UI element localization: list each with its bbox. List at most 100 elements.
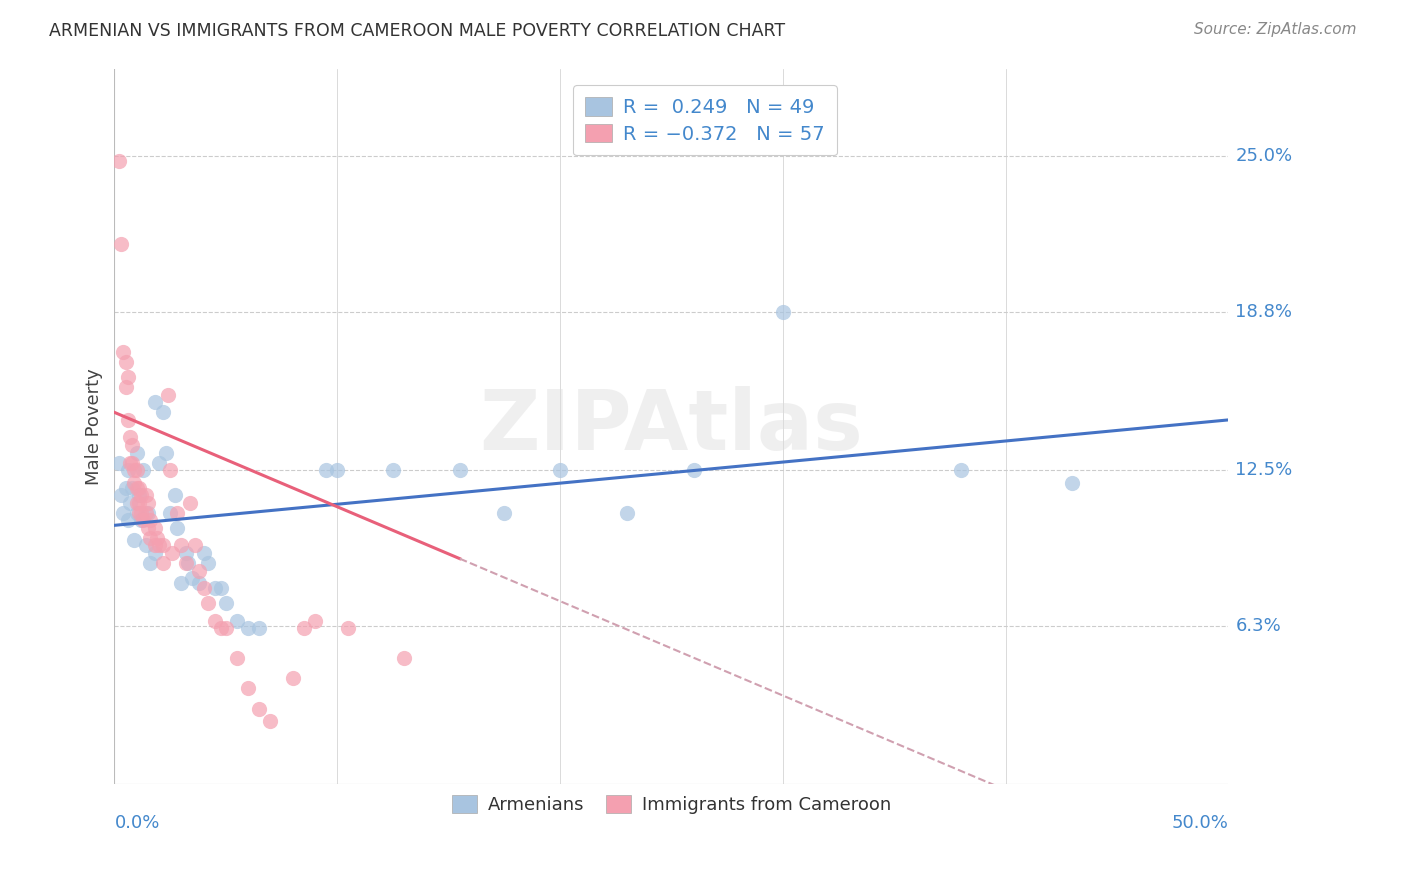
Point — [143, 546, 166, 560]
Point — [112, 345, 135, 359]
Point — [315, 463, 337, 477]
Point — [181, 571, 204, 585]
Point — [247, 701, 270, 715]
Point — [110, 237, 132, 252]
Point — [188, 564, 211, 578]
Point — [682, 463, 704, 477]
Point — [156, 388, 179, 402]
Point — [129, 488, 152, 502]
Point — [197, 596, 219, 610]
Point — [108, 456, 131, 470]
Point — [143, 521, 166, 535]
Point — [159, 506, 181, 520]
Point — [125, 445, 148, 459]
Point — [139, 556, 162, 570]
Point — [108, 154, 131, 169]
Text: 12.5%: 12.5% — [1236, 461, 1292, 479]
Point — [121, 481, 143, 495]
Point — [125, 481, 148, 495]
Point — [204, 581, 226, 595]
Point — [152, 538, 174, 552]
Point — [128, 488, 150, 502]
Point — [236, 681, 259, 696]
Point — [136, 496, 159, 510]
Point — [124, 463, 146, 477]
Point — [226, 651, 249, 665]
Point — [162, 546, 184, 560]
Point — [494, 506, 516, 520]
Point — [114, 481, 136, 495]
Text: 6.3%: 6.3% — [1236, 616, 1281, 635]
Point — [136, 506, 159, 520]
Point — [114, 355, 136, 369]
Point — [950, 463, 973, 477]
Point — [135, 488, 157, 502]
Point — [128, 496, 150, 510]
Point — [381, 463, 404, 477]
Point — [337, 621, 360, 635]
Point — [139, 531, 162, 545]
Point — [124, 475, 146, 490]
Point — [166, 506, 188, 520]
Point — [125, 463, 148, 477]
Point — [121, 438, 143, 452]
Point — [174, 556, 197, 570]
Point — [247, 621, 270, 635]
Point — [121, 456, 143, 470]
Point — [128, 481, 150, 495]
Point — [392, 651, 415, 665]
Point — [145, 531, 167, 545]
Point — [170, 538, 193, 552]
Point — [117, 413, 139, 427]
Point — [326, 463, 349, 477]
Point — [155, 445, 177, 459]
Point — [204, 614, 226, 628]
Text: 18.8%: 18.8% — [1236, 303, 1292, 321]
Legend: Armenians, Immigrants from Cameroon: Armenians, Immigrants from Cameroon — [440, 784, 903, 825]
Point — [304, 614, 326, 628]
Point — [209, 581, 232, 595]
Point — [118, 456, 141, 470]
Point — [226, 614, 249, 628]
Point — [132, 463, 155, 477]
Point — [281, 672, 304, 686]
Text: ZIPAtlas: ZIPAtlas — [479, 385, 863, 467]
Point — [548, 463, 571, 477]
Point — [110, 488, 132, 502]
Text: 0.0%: 0.0% — [114, 814, 160, 832]
Point — [128, 506, 150, 520]
Point — [209, 621, 232, 635]
Point — [193, 546, 215, 560]
Y-axis label: Male Poverty: Male Poverty — [86, 368, 103, 484]
Point — [129, 506, 152, 520]
Point — [148, 538, 170, 552]
Point — [114, 380, 136, 394]
Point — [179, 496, 201, 510]
Point — [193, 581, 215, 595]
Point — [129, 513, 152, 527]
Point — [292, 621, 315, 635]
Point — [616, 506, 638, 520]
Text: Source: ZipAtlas.com: Source: ZipAtlas.com — [1194, 22, 1357, 37]
Point — [183, 538, 205, 552]
Point — [152, 405, 174, 419]
Point — [159, 463, 181, 477]
Point — [125, 506, 148, 520]
Point — [117, 370, 139, 384]
Point — [136, 521, 159, 535]
Point — [148, 456, 170, 470]
Point — [152, 556, 174, 570]
Point — [135, 506, 157, 520]
Point — [118, 496, 141, 510]
Point — [124, 533, 146, 548]
Point — [132, 513, 155, 527]
Point — [177, 556, 200, 570]
Point — [135, 538, 157, 552]
Point — [166, 521, 188, 535]
Point — [259, 714, 281, 728]
Point — [143, 538, 166, 552]
Point — [188, 576, 211, 591]
Point — [117, 463, 139, 477]
Point — [174, 546, 197, 560]
Point — [112, 506, 135, 520]
